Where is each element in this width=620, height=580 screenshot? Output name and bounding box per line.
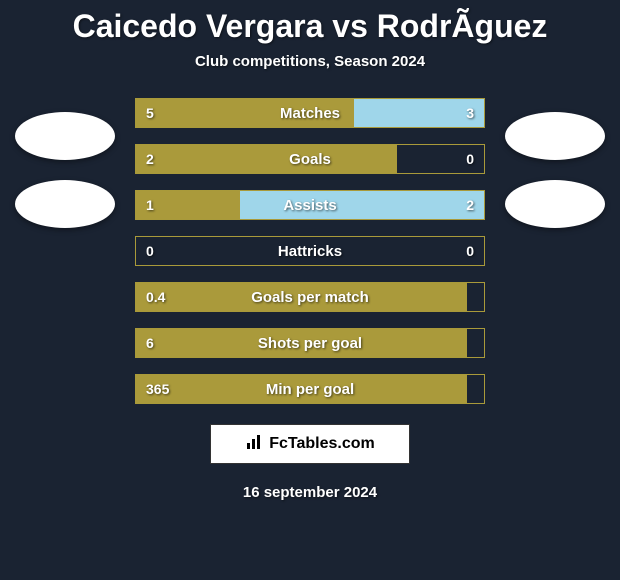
page-subtitle: Club competitions, Season 2024 bbox=[0, 53, 620, 70]
stat-label: Goals bbox=[136, 145, 484, 173]
stat-row: 365Min per goal bbox=[135, 374, 485, 404]
stat-row: 12Assists bbox=[135, 190, 485, 220]
stats-bars: 53Matches 20Goals 12Assists 00Hattricks 0.4G… bbox=[135, 98, 485, 404]
stat-label: Min per goal bbox=[136, 375, 484, 403]
stat-label: Matches bbox=[136, 99, 484, 127]
stat-row: 0.4Goals per match bbox=[135, 282, 485, 312]
player-avatar-left-1 bbox=[15, 112, 115, 160]
footer-date: 16 september 2024 bbox=[0, 484, 620, 501]
player-avatar-left-2 bbox=[15, 180, 115, 228]
player-avatar-right-1 bbox=[505, 112, 605, 160]
stat-row: 00Hattricks bbox=[135, 236, 485, 266]
stat-row: 53Matches bbox=[135, 98, 485, 128]
page-title: Caicedo Vergara vs RodrÃ­guez bbox=[0, 0, 620, 45]
player-avatar-right-2 bbox=[505, 180, 605, 228]
chart-icon bbox=[245, 433, 263, 456]
stat-label: Goals per match bbox=[136, 283, 484, 311]
footer-logo-text: FcTables.com bbox=[269, 435, 375, 453]
stat-label: Shots per goal bbox=[136, 329, 484, 357]
avatar-col-left bbox=[15, 112, 115, 228]
stat-row: 20Goals bbox=[135, 144, 485, 174]
stat-row: 6Shots per goal bbox=[135, 328, 485, 358]
stat-label: Hattricks bbox=[136, 237, 484, 265]
stat-label: Assists bbox=[136, 191, 484, 219]
avatar-col-right bbox=[505, 112, 605, 228]
footer-logo[interactable]: FcTables.com bbox=[210, 424, 410, 464]
